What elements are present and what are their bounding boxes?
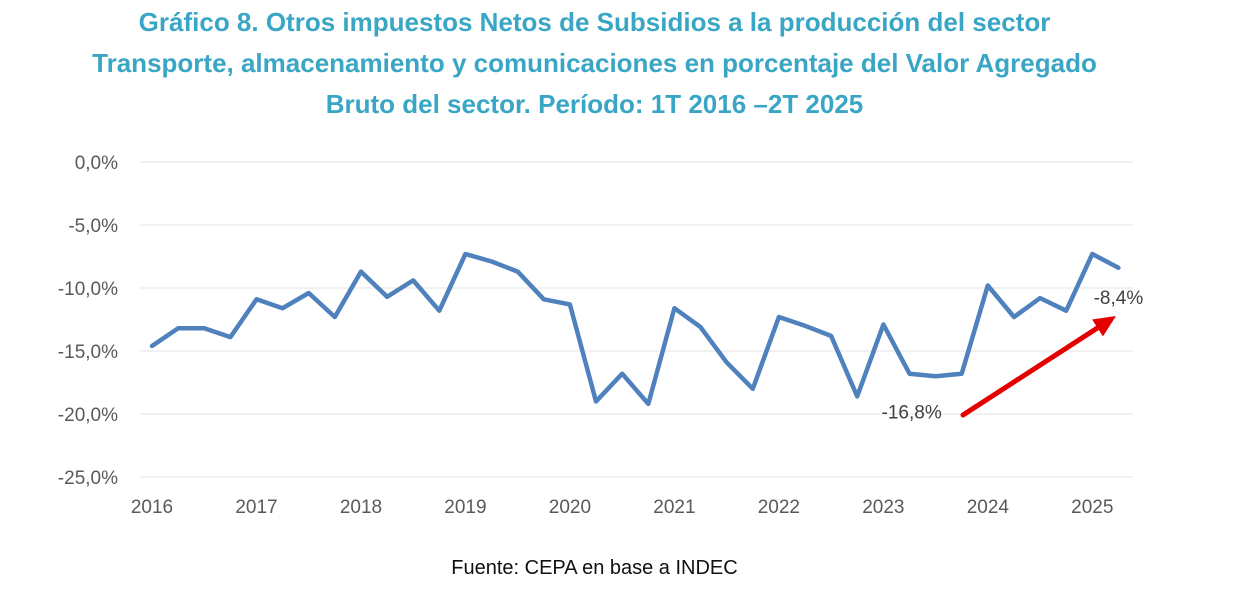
x-tick-label: 2018 — [340, 497, 382, 518]
x-tick-label: 2024 — [967, 497, 1010, 518]
x-tick-label: 2023 — [862, 497, 904, 518]
chart-title-line-3: Bruto del sector. Período: 1T 2016 –2T 2… — [325, 89, 864, 119]
chart-title: Gráfico 8. Otros impuestos Netos de Subs… — [0, 2, 1189, 125]
x-tick-label: 2025 — [1071, 497, 1113, 518]
trend-arrow — [960, 322, 1105, 418]
source-note: Fuente: CEPA en base a INDEC — [451, 557, 738, 579]
x-tick-label: 2021 — [653, 497, 695, 518]
trend-arrow-head — [1092, 316, 1116, 337]
y-tick-label: 0,0% — [75, 153, 118, 174]
y-tick-label: -10,0% — [58, 279, 118, 300]
y-tick-label: -20,0% — [58, 405, 118, 426]
data-label: -8,4% — [1094, 288, 1144, 309]
series-line — [149, 251, 1121, 407]
chart-title-line-1: Gráfico 8. Otros impuestos Netos de Subs… — [138, 7, 1051, 37]
x-tick-label: 2020 — [549, 497, 591, 518]
y-tick-label: -5,0% — [68, 216, 118, 237]
chart-title-line-2: Transporte, almacenamiento y comunicacio… — [92, 48, 1097, 78]
y-tick-label: -15,0% — [58, 342, 118, 363]
x-tick-label: 2022 — [758, 497, 800, 518]
x-tick-label: 2016 — [131, 497, 173, 518]
data-label: -16,8% — [882, 403, 942, 424]
x-tick-label: 2017 — [235, 497, 277, 518]
x-tick-label: 2019 — [444, 497, 486, 518]
y-tick-label: -25,0% — [58, 468, 118, 489]
